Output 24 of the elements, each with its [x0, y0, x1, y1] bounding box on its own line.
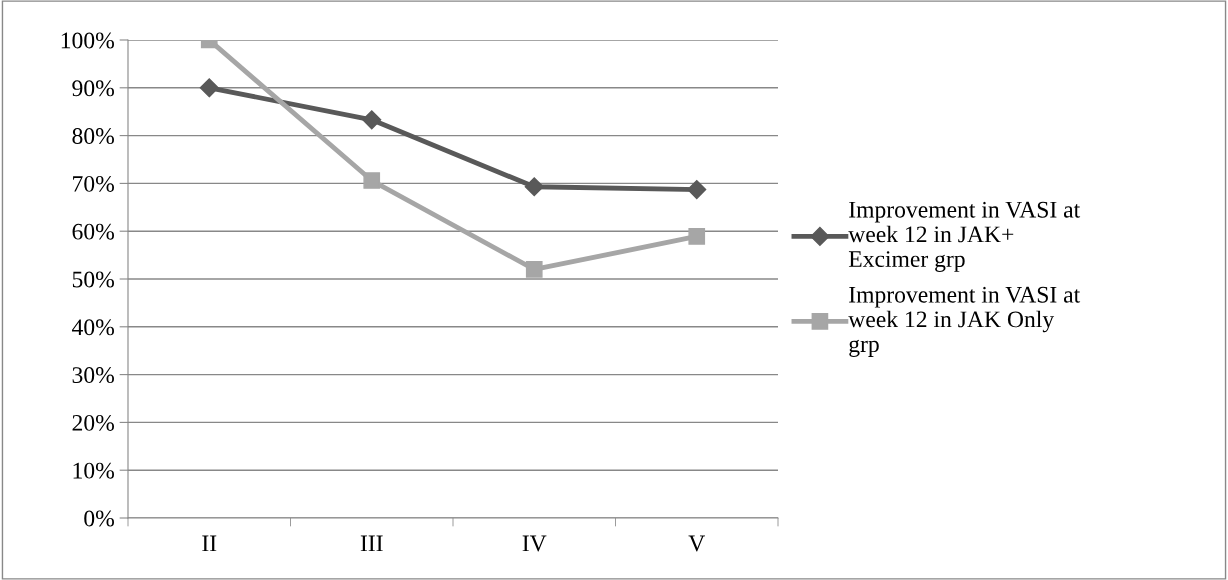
x-tick-label: II [202, 535, 217, 552]
x-tick-label: III [360, 535, 383, 552]
point [688, 228, 706, 245]
y-tick-label: 60% [72, 223, 114, 240]
x-tick-label: IV [522, 535, 547, 552]
point [362, 110, 382, 130]
y-tick-label: 80% [72, 128, 114, 145]
point [525, 261, 543, 278]
point [363, 172, 381, 189]
legend-label: Improvement in VASI at week 12 in JAK+ Excimer grp [848, 201, 1081, 272]
y-tick-label: 90% [72, 80, 114, 97]
point [687, 180, 707, 200]
point [199, 78, 219, 98]
point [524, 177, 544, 197]
y-tick-label: 40% [71, 319, 114, 336]
x-tick-label: V [688, 535, 706, 552]
y-tick-label: 0% [84, 510, 114, 527]
y-tick-label: 10% [73, 462, 114, 479]
y-tick-label: 70% [73, 175, 114, 192]
y-tick-label: 20% [72, 414, 114, 431]
legend-label: Improvement in VASI at week 12 in JAK Only grp [848, 286, 1081, 357]
y-tick-label: 100% [61, 32, 114, 49]
y-tick-label: 50% [72, 271, 114, 288]
y-tick-label: 30% [72, 367, 114, 384]
